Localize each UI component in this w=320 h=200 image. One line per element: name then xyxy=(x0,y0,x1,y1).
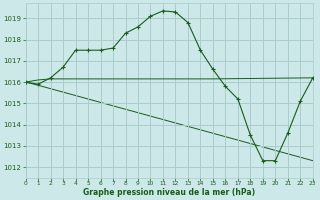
X-axis label: Graphe pression niveau de la mer (hPa): Graphe pression niveau de la mer (hPa) xyxy=(83,188,255,197)
